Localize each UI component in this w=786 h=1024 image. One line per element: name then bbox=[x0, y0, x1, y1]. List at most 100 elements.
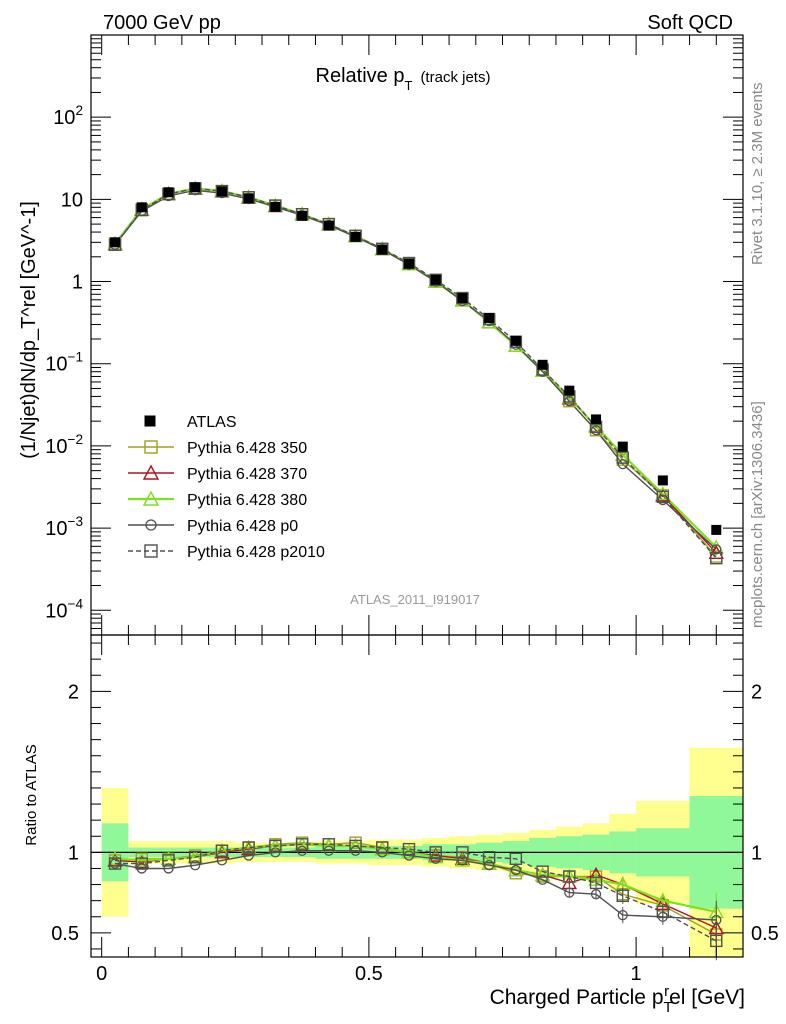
y-tick-label: 10−1 bbox=[45, 350, 83, 376]
ratio-marker-pythia-6-428-p2010 bbox=[616, 889, 629, 903]
ratio-frame bbox=[90, 634, 744, 958]
legend-entry-pythia-6-428-p0: Pythia 6.428 p0 bbox=[187, 518, 298, 535]
data-point-atlas bbox=[136, 202, 147, 213]
marker-pythia-6-428-p2010 bbox=[429, 273, 442, 286]
ratio-y-tick-label-right: 1 bbox=[751, 842, 762, 864]
ratio-marker-pythia-6-428-p2010 bbox=[189, 850, 202, 864]
y-tick-label: 10−2 bbox=[45, 432, 83, 458]
data-point-atlas bbox=[457, 293, 468, 304]
ratio-marker-pythia-6-428-p2010 bbox=[108, 857, 122, 870]
ratio-marker-pythia-6-428-p0 bbox=[564, 887, 575, 898]
line-pythia-6-428-p0 bbox=[114, 189, 717, 550]
ratio-marker-pythia-6-428-p2010 bbox=[376, 841, 389, 854]
ratio-marker-pythia-6-428-p2010 bbox=[589, 876, 603, 890]
legend: ATLAS Pythia 6.428 350 Pythia 6.428 370 Pyt… bbox=[128, 414, 325, 561]
rivet-label: Rivet 3.1.10, ≥ 2.3M events bbox=[749, 83, 766, 266]
data-point-atlas bbox=[617, 441, 628, 452]
legend-marker-pythia-6-428-370 bbox=[142, 464, 160, 480]
data-point-atlas bbox=[110, 237, 121, 248]
ratio-panel: 0.5 0.5 1 1 2 2 0 0.5 1 Ratio to ATLAS Charged P… bbox=[23, 634, 779, 1016]
marker-pythia-6-428-p2010 bbox=[215, 184, 229, 198]
ratio-marker-pythia-6-428-p0 bbox=[403, 850, 415, 861]
ratio-plot-marks bbox=[91, 747, 743, 961]
data-point-atlas bbox=[323, 220, 334, 231]
chart-title: Relative pT (track jets) bbox=[316, 65, 491, 93]
data-point-atlas bbox=[657, 475, 668, 486]
ratio-marker-pythia-6-428-380 bbox=[134, 852, 150, 867]
ratio-marker-pythia-6-428-p2010 bbox=[509, 852, 523, 865]
ratio-marker-pythia-6-428-p2010 bbox=[295, 838, 309, 851]
data-point-atlas bbox=[591, 414, 602, 425]
x-tick-label: 0.5 bbox=[355, 963, 383, 985]
ratio-marker-pythia-6-428-p2010 bbox=[536, 865, 549, 878]
marker-pythia-6-428-p0 bbox=[657, 494, 668, 506]
ratio-y-tick-label-right: 0.5 bbox=[751, 923, 779, 945]
legend-marker-pythia-6-428-380 bbox=[142, 490, 160, 506]
ratio-marker-pythia-6-428-p0 bbox=[483, 860, 495, 871]
ratio-marker-pythia-6-428-p0 bbox=[163, 863, 174, 874]
data-point-atlas bbox=[243, 193, 254, 204]
x-tick-label: 0 bbox=[96, 963, 107, 985]
ratio-marker-pythia-6-428-p0 bbox=[190, 860, 201, 871]
ratio-marker-pythia-6-428-370 bbox=[134, 854, 150, 869]
ratio-marker-pythia-6-428-p0 bbox=[243, 850, 254, 861]
legend-marker-pythia-6-428-350 bbox=[144, 440, 158, 454]
x-axis-label: Charged Particle pTrel [GeV] bbox=[490, 983, 745, 1016]
legend-entry-pythia-6-428-350: Pythia 6.428 350 bbox=[187, 440, 307, 457]
legend-marker-pythia-6-428-p2010 bbox=[144, 544, 158, 558]
data-point-atlas bbox=[297, 210, 308, 221]
ratio-marker-pythia-6-428-p0 bbox=[270, 847, 281, 858]
ratio-y-tick-label-right: 2 bbox=[751, 681, 762, 703]
data-point-atlas bbox=[430, 274, 441, 285]
data-point-atlas bbox=[270, 201, 281, 212]
x-tick-label: 1 bbox=[631, 963, 642, 985]
y-tick-label: 1 bbox=[72, 272, 83, 294]
data-point-atlas bbox=[190, 182, 201, 193]
marker-pythia-6-428-p2010 bbox=[656, 490, 670, 504]
ratio-marker-pythia-6-428-380 bbox=[321, 837, 337, 853]
data-point-atlas bbox=[510, 335, 521, 346]
y-tick-label: 102 bbox=[53, 103, 83, 129]
marker-pythia-6-428-p0 bbox=[711, 544, 722, 555]
ratio-marker-pythia-6-428-p2010 bbox=[162, 854, 175, 867]
ratio-axes: 0.5 0.5 1 1 2 2 0 0.5 1 bbox=[51, 635, 779, 985]
legend-entry-pythia-6-428-380: Pythia 6.428 380 bbox=[187, 492, 307, 509]
ratio-marker-pythia-6-428-p0 bbox=[617, 909, 628, 921]
analysis-label: ATLAS_2011_I919017 bbox=[350, 592, 480, 607]
main-panel: 10−4 10−3 10−2 10−1 1 10 102 Relative pT (track… bbox=[18, 34, 744, 636]
legend-marker-pythia-6-428-p0 bbox=[145, 519, 157, 531]
data-point-atlas bbox=[403, 258, 414, 269]
ratio-line-pythia-6-428-380 bbox=[114, 843, 717, 913]
ratio-marker-pythia-6-428-p2010 bbox=[656, 905, 670, 919]
line-pythia-6-428-p2010 bbox=[114, 187, 717, 559]
ratio-y-tick-label-left: 0.5 bbox=[51, 923, 79, 945]
legend-entry-atlas: ATLAS bbox=[187, 414, 237, 431]
data-point-atlas bbox=[216, 186, 227, 197]
data-point-atlas bbox=[537, 359, 548, 370]
ratio-marker-pythia-6-428-p0 bbox=[430, 853, 441, 864]
marker-pythia-6-428-380 bbox=[561, 389, 577, 404]
ratio-marker-pythia-6-428-p2010 bbox=[135, 857, 148, 870]
ratio-marker-pythia-6-428-p0 bbox=[323, 845, 334, 856]
main-axes: 10−4 10−3 10−2 10−1 1 10 102 bbox=[45, 34, 744, 636]
y-tick-label: 10 bbox=[61, 189, 83, 211]
ratio-marker-pythia-6-428-p2010 bbox=[710, 934, 723, 948]
main-y-axis-label: (1/Njet)dN/dp_T^rel [GeV^-1] bbox=[18, 201, 40, 459]
data-point-atlas bbox=[484, 313, 495, 324]
ratio-marker-pythia-6-428-p0 bbox=[590, 889, 602, 900]
ratio-y-tick-label-left: 2 bbox=[68, 681, 79, 703]
data-point-atlas bbox=[350, 231, 361, 242]
ratio-marker-pythia-6-428-p0 bbox=[510, 864, 522, 876]
ratio-marker-pythia-6-428-p0 bbox=[457, 855, 468, 866]
data-point-atlas bbox=[163, 187, 174, 198]
data-point-atlas bbox=[711, 524, 722, 535]
marker-pythia-6-428-p2010 bbox=[616, 451, 629, 464]
ratio-marker-pythia-6-428-p2010 bbox=[322, 838, 336, 851]
main-plot-marks bbox=[107, 180, 724, 565]
ratio-marker-pythia-6-428-p2010 bbox=[242, 841, 255, 854]
ratio-y-axis-label: Ratio to ATLAS bbox=[23, 744, 40, 845]
ratio-line-pythia-6-428-p2010 bbox=[115, 843, 717, 942]
ratio-marker-pythia-6-428-p0 bbox=[537, 874, 548, 885]
ratio-marker-pythia-6-428-p2010 bbox=[269, 839, 282, 853]
